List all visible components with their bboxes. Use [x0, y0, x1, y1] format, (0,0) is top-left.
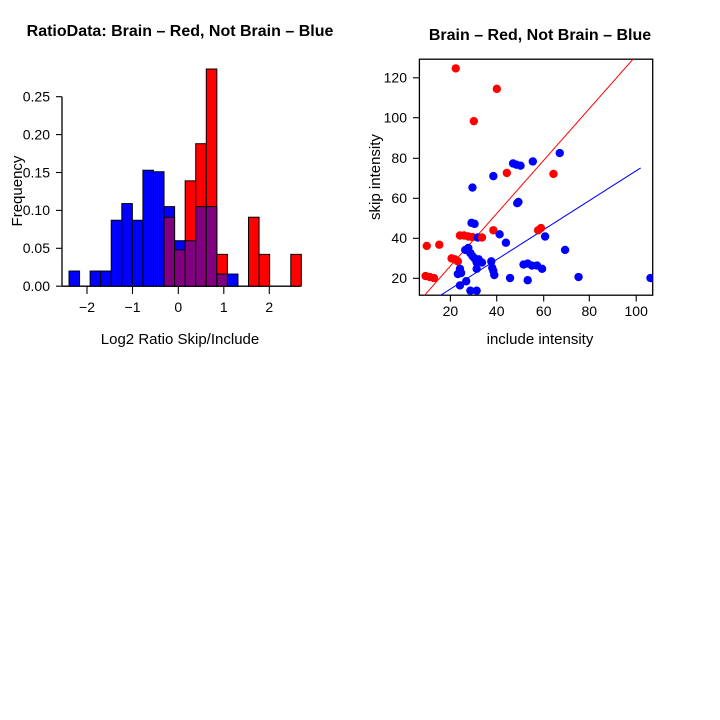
- svg-text:Frequency: Frequency: [9, 155, 26, 226]
- svg-text:skip intensity: skip intensity: [367, 134, 384, 220]
- svg-text:60: 60: [536, 303, 552, 319]
- svg-text:20: 20: [443, 303, 459, 319]
- svg-text:RatioData: Brain – Red, Not Br: RatioData: Brain – Red, Not Brain – Blue: [27, 23, 334, 40]
- svg-text:60: 60: [391, 190, 407, 206]
- svg-text:0: 0: [174, 299, 182, 315]
- svg-text:0.10: 0.10: [23, 202, 50, 218]
- svg-text:120: 120: [384, 70, 408, 86]
- svg-text:−2: −2: [79, 299, 95, 315]
- svg-text:40: 40: [391, 230, 407, 246]
- svg-text:0.25: 0.25: [23, 89, 50, 105]
- svg-text:2: 2: [265, 299, 273, 315]
- svg-text:0.05: 0.05: [23, 240, 50, 256]
- svg-text:Log2 Ratio Skip/Include: Log2 Ratio Skip/Include: [101, 331, 259, 348]
- svg-text:100: 100: [384, 110, 408, 126]
- svg-text:include intensity: include intensity: [487, 331, 594, 348]
- svg-text:100: 100: [625, 303, 649, 319]
- svg-text:Brain – Red, Not Brain – Blue: Brain – Red, Not Brain – Blue: [429, 27, 651, 44]
- svg-text:−1: −1: [125, 299, 141, 315]
- svg-text:1: 1: [220, 299, 228, 315]
- svg-text:0.20: 0.20: [23, 126, 50, 142]
- svg-text:80: 80: [582, 303, 598, 319]
- svg-text:20: 20: [391, 270, 407, 286]
- svg-text:80: 80: [391, 150, 407, 166]
- svg-text:40: 40: [489, 303, 505, 319]
- svg-text:0.00: 0.00: [23, 278, 50, 294]
- svg-text:0.15: 0.15: [23, 164, 50, 180]
